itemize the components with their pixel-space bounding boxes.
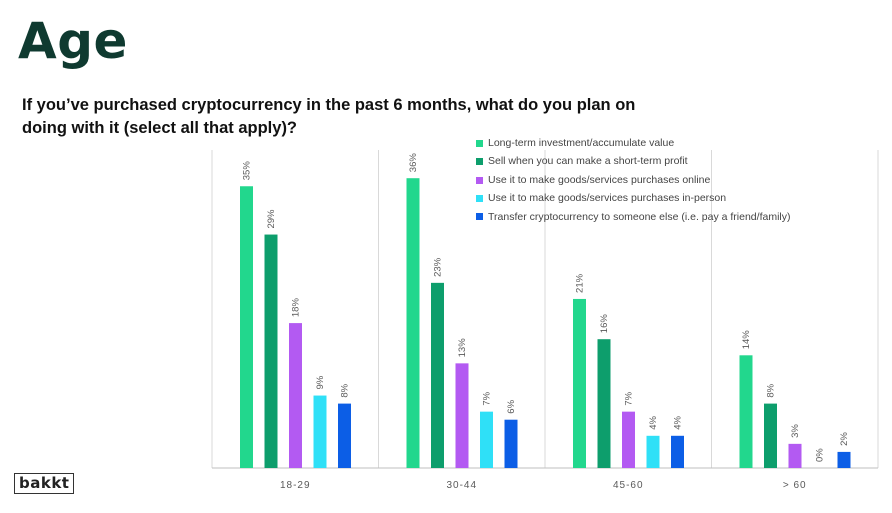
- legend-swatch: [476, 213, 483, 221]
- page-title: Age: [18, 12, 128, 70]
- bar: [671, 435, 684, 468]
- bar: [739, 355, 753, 468]
- data-label: 3%: [790, 424, 801, 438]
- data-label: 29%: [266, 209, 277, 229]
- bar: [622, 411, 635, 468]
- bar: [289, 323, 302, 468]
- legend-swatch: [476, 194, 483, 202]
- data-label: 7%: [624, 391, 635, 405]
- survey-question: If you’ve purchased cryptocurrency in th…: [22, 96, 636, 137]
- data-label: 7%: [482, 391, 493, 405]
- data-label: 4%: [673, 416, 684, 430]
- bakkt-logo: bakkt: [14, 473, 75, 494]
- bar: [455, 363, 469, 468]
- x-tick-label: > 60: [783, 480, 807, 491]
- data-label: 8%: [340, 383, 351, 397]
- bar: [788, 443, 802, 468]
- data-label: 23%: [433, 257, 444, 277]
- data-label: 36%: [408, 153, 419, 173]
- bar: [504, 419, 518, 468]
- bar: [480, 411, 493, 468]
- legend-entry: Use it to make goods/services purchases …: [476, 189, 790, 207]
- legend-entry: Transfer cryptocurrency to someone else …: [476, 208, 790, 226]
- data-label: 21%: [575, 273, 586, 293]
- legend-entry: Sell when you can make a short-term prof…: [476, 152, 790, 170]
- bar: [431, 282, 444, 468]
- data-label: 14%: [741, 330, 752, 350]
- chart-legend: Long-term investment/accumulate value Sel…: [476, 134, 790, 226]
- legend-label: Use it to make goods/services purchases …: [488, 192, 727, 205]
- bar: [264, 234, 278, 468]
- bar: [597, 339, 611, 468]
- bar: [406, 178, 420, 468]
- data-label: 4%: [648, 416, 659, 430]
- data-label: 8%: [766, 383, 777, 397]
- data-label: 16%: [599, 314, 610, 334]
- data-label: 35%: [242, 161, 253, 181]
- bar: [240, 186, 253, 468]
- bar: [764, 403, 777, 468]
- legend-label: Transfer cryptocurrency to someone else …: [488, 210, 791, 223]
- data-label: 9%: [315, 375, 326, 389]
- data-label: 0%: [815, 448, 826, 462]
- bar: [313, 395, 327, 468]
- x-tick-label: 30-44: [446, 480, 477, 491]
- data-label: 6%: [506, 399, 517, 413]
- legend-label: Use it to make goods/services purchases …: [488, 173, 711, 186]
- legend-entry: Use it to make goods/services purchases …: [476, 171, 790, 189]
- bar: [646, 435, 660, 468]
- data-label: 18%: [291, 298, 302, 318]
- legend-entry: Long-term investment/accumulate value: [476, 134, 790, 152]
- legend-swatch: [476, 139, 483, 147]
- legend-label: Sell when you can make a short-term prof…: [488, 155, 688, 168]
- bar: [338, 403, 351, 468]
- legend-swatch: [476, 158, 483, 166]
- bar: [573, 298, 586, 468]
- data-label: 13%: [457, 338, 468, 358]
- bar: [837, 451, 851, 468]
- x-tick-label: 18-29: [280, 480, 311, 491]
- legend-label: Long-term investment/accumulate value: [488, 137, 675, 149]
- data-label: 2%: [839, 432, 850, 446]
- legend-swatch: [476, 176, 483, 184]
- x-tick-label: 45-60: [613, 480, 644, 491]
